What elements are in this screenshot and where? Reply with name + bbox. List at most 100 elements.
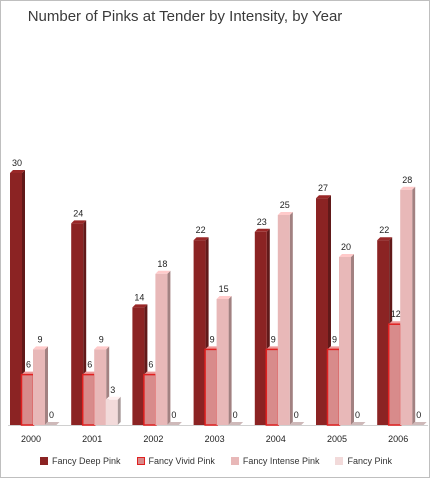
- data-label: 6: [26, 360, 31, 370]
- bar-front: [387, 323, 402, 426]
- legend-swatch-pink: [335, 457, 344, 465]
- bar-fancy-intense-pink-2006: [400, 186, 416, 425]
- chart-title: Number of Pinks at Tender by Intensity, …: [27, 8, 343, 25]
- bar-side: [412, 186, 416, 425]
- data-label: 22: [379, 225, 389, 235]
- bar-top: [254, 228, 270, 232]
- bar-front: [339, 257, 351, 425]
- legend-item-intense-pink: Fancy Intense Pink: [230, 456, 319, 466]
- bar-fancy-pink-2002: [166, 422, 182, 425]
- bar-fancy-intense-pink-2004: [277, 212, 293, 425]
- data-label: 0: [49, 410, 54, 420]
- data-label: 23: [257, 217, 267, 227]
- x-tick-label: 2006: [388, 434, 408, 444]
- legend-item-deep-pink: Fancy Deep Pink: [40, 456, 121, 466]
- bar-front: [277, 215, 290, 425]
- bar-fancy-pink-2003: [228, 422, 244, 425]
- legend-item-pink: Fancy Pink: [335, 456, 392, 466]
- data-label: 9: [37, 334, 42, 344]
- data-label: 25: [280, 200, 290, 210]
- legend-item-vivid-pink: Fancy Vivid Pink: [136, 456, 215, 466]
- x-tick-label: 2001: [82, 434, 102, 444]
- data-label: 20: [341, 242, 351, 252]
- bar-top: [377, 237, 393, 241]
- bar-front: [265, 348, 280, 426]
- data-label: 9: [332, 334, 337, 344]
- bar-front: [132, 307, 145, 425]
- bar-fancy-deep-pink-2000: [10, 170, 25, 425]
- data-label: 0: [171, 410, 176, 420]
- bar-fancy-pink-2000: [44, 422, 60, 425]
- data-label: 30: [12, 158, 22, 168]
- bar-front: [81, 373, 96, 426]
- bar-side: [22, 170, 25, 425]
- data-label: 9: [99, 334, 104, 344]
- bar-top: [339, 254, 354, 257]
- data-label: 12: [391, 309, 401, 319]
- data-label: 0: [233, 410, 238, 420]
- bar-top: [155, 270, 171, 274]
- legend-swatch-intense-pink: [230, 457, 239, 465]
- bar-fancy-pink-2001: [105, 396, 121, 425]
- x-tick-label: 2003: [205, 434, 225, 444]
- data-label: 0: [355, 410, 360, 420]
- bar-fancy-pink-2006: [411, 422, 427, 425]
- bar-side: [167, 270, 171, 425]
- bar-front: [10, 173, 22, 425]
- bar-front: [326, 348, 341, 426]
- data-label: 6: [87, 360, 92, 370]
- bar-side: [45, 346, 48, 425]
- bar-top: [400, 186, 416, 190]
- bar-fancy-pink-2005: [350, 422, 366, 425]
- bar-front: [316, 198, 328, 425]
- data-label: 9: [210, 334, 215, 344]
- bar-fancy-intense-pink-2002: [155, 270, 171, 425]
- data-label: 22: [196, 225, 206, 235]
- bar-fancy-intense-pink-2005: [339, 254, 354, 425]
- bar-front: [400, 189, 413, 425]
- legend-label-pink: Fancy Pink: [347, 456, 392, 466]
- bar-front: [377, 240, 390, 425]
- bar-side: [289, 212, 293, 425]
- bar-floor: [289, 422, 305, 425]
- bar-top: [82, 371, 98, 375]
- legend-swatch-deep-pink: [40, 457, 48, 465]
- bar-side: [117, 396, 121, 425]
- bar-top: [33, 346, 48, 350]
- x-tick-label: 2004: [266, 434, 286, 444]
- bar-top: [21, 371, 37, 375]
- bar-floor: [44, 422, 60, 425]
- data-label: 3: [110, 385, 115, 395]
- bar-front: [20, 373, 35, 426]
- bar-top: [316, 195, 331, 199]
- data-label: 27: [318, 183, 328, 193]
- bar-front: [193, 240, 206, 425]
- bar-top: [10, 170, 25, 173]
- x-tick-label: 2002: [143, 434, 163, 444]
- x-tick-label: 2000: [21, 434, 41, 444]
- data-label: 6: [148, 360, 153, 370]
- bar-top: [277, 212, 293, 215]
- bar-top: [193, 237, 209, 241]
- legend: Fancy Deep Pink Fancy Vivid Pink Fancy I…: [0, 456, 432, 466]
- bar-front: [105, 399, 118, 425]
- data-label: 15: [219, 284, 229, 294]
- bar-floor: [228, 422, 244, 425]
- bar-side: [228, 296, 232, 425]
- data-label: 24: [73, 208, 83, 218]
- bar-front: [33, 349, 45, 425]
- bar-front: [216, 299, 229, 425]
- bar-front: [71, 223, 84, 425]
- data-label: 0: [294, 410, 299, 420]
- data-label: 14: [134, 292, 144, 302]
- bar-floor: [166, 422, 182, 425]
- data-label: 18: [157, 259, 167, 269]
- legend-swatch-vivid-pink: [136, 457, 145, 465]
- bar-top: [105, 396, 121, 400]
- bar-top: [94, 346, 110, 350]
- bar-side: [351, 254, 354, 425]
- data-label: 0: [416, 410, 421, 420]
- bar-floor: [350, 422, 366, 425]
- bar-top: [143, 371, 159, 375]
- legend-label-deep-pink: Fancy Deep Pink: [52, 456, 121, 466]
